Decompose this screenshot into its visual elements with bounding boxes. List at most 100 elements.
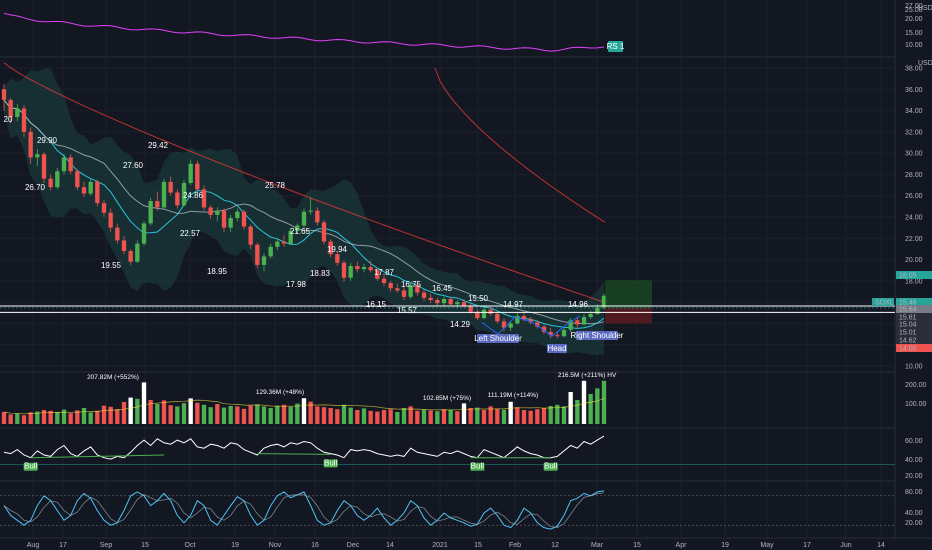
price-label: 20 [4,115,13,124]
candle-body [521,315,527,320]
candle-body [375,270,380,279]
price-label-text: 14.62 [899,338,917,345]
volume-bar [421,409,427,424]
rs-tick: 10.00 [905,42,923,49]
volume-bar [221,407,227,424]
price-label: 29.90 [37,136,58,145]
candle-body [288,230,293,244]
volume-bar [535,409,540,424]
candle-body [495,313,500,322]
candle-body [388,282,393,289]
price-label-box [896,305,932,313]
stoch-k [3,490,605,530]
time-tick: Apr [676,542,688,549]
candle-body [455,302,460,305]
volume-bar [481,410,487,424]
volume-bar [601,380,607,424]
rsi-line: Bull Bull Bull Bull [0,435,895,471]
pattern-label: Left Shoulder [474,334,522,343]
bull-badge [23,462,38,471]
candle-body [575,320,580,325]
volume-bar [141,382,147,424]
price-label-text: 15.61 [899,315,917,322]
time-axis-labels: Aug 17 Sep 15 Oct 19 Nov 16 Dec 14 2021 15 Feb 12 Mar 1… [27,542,885,549]
volume-bar [8,414,13,424]
candle-body [55,171,60,188]
candle-body [135,243,140,262]
volume-bar [128,397,133,424]
candle-body [335,254,340,263]
candle-body [161,181,167,208]
volume-bar [281,404,287,424]
volume-tick: 200.00 [905,382,927,389]
candle-body [1,89,7,100]
price-tick: 22.00 [905,236,923,243]
rsi-tick: 20.00 [905,473,923,480]
horizontal-lines [0,305,895,337]
volume-bar [361,408,367,424]
volume-bar [21,415,27,424]
price-label: 15.50 [468,294,489,303]
candle-body [395,288,400,291]
price-label: 17.98 [286,280,307,289]
volume-bar [241,408,247,424]
price-label: 26.70 [25,183,46,192]
volume-bar [268,408,273,424]
candle-body [435,300,440,304]
price-label: 16.15 [366,300,387,309]
candle-body [108,212,113,228]
rs-tick: 15.00 [905,30,923,37]
candle-body [581,317,587,325]
ma-long-red-line [434,67,606,223]
candle-body [561,329,567,337]
price-tick: 34.00 [905,108,923,115]
candle-body [68,157,73,172]
volume-bar [595,388,600,424]
volume-bar [68,413,73,424]
time-tick: Sep [100,542,113,549]
time-tick: 16 [311,542,319,549]
candle-body [401,290,407,297]
candle-body [315,210,320,223]
bull-badge-label: Bull [24,462,38,471]
price-tick: 36.00 [905,87,923,94]
price-tick: 38.00 [905,66,923,73]
rs-badge-label: RS 1 [607,42,625,51]
annotations: 20 29.90 26.70 27.60 29.42 24.86 22.57 25.78 19.… [4,115,624,402]
price-label-text: 18.05 [899,273,917,280]
bull-badge-label: Bull [324,458,338,467]
rsi-tick: 40.00 [905,457,923,464]
candle-body [601,295,607,308]
candle-body [515,315,520,324]
candle-body [48,178,53,188]
candle-body [448,298,453,305]
candle-body [555,335,560,337]
volume-ma-line [3,398,605,415]
candle-body [228,218,233,228]
volume-bar [468,408,473,424]
volume-bar [395,412,400,424]
volume-bar [208,407,213,424]
price-label: 16.75 [401,280,422,289]
volume-tick: 100.00 [905,401,927,408]
volume-bar [115,409,120,424]
volume-bar [81,408,87,424]
volume-bar [95,410,100,424]
volume-bar [235,406,240,424]
candle-body [328,241,333,255]
candle-body [188,163,193,183]
volume-bar [461,403,467,424]
price-currency: USD [918,60,932,67]
rs-tick: 25.00 [905,7,923,14]
price-label-text: 14.00 [899,346,917,353]
volume-bar [88,412,93,424]
price-label: 29.42 [148,141,169,150]
price-label-box [896,320,932,328]
volume-bar [381,410,387,424]
candle-body [428,297,433,301]
price-label-box [896,271,932,279]
price-label-text: 15.04 [899,322,917,329]
price-tick: 28.00 [905,172,923,179]
volume-bar [455,411,460,424]
